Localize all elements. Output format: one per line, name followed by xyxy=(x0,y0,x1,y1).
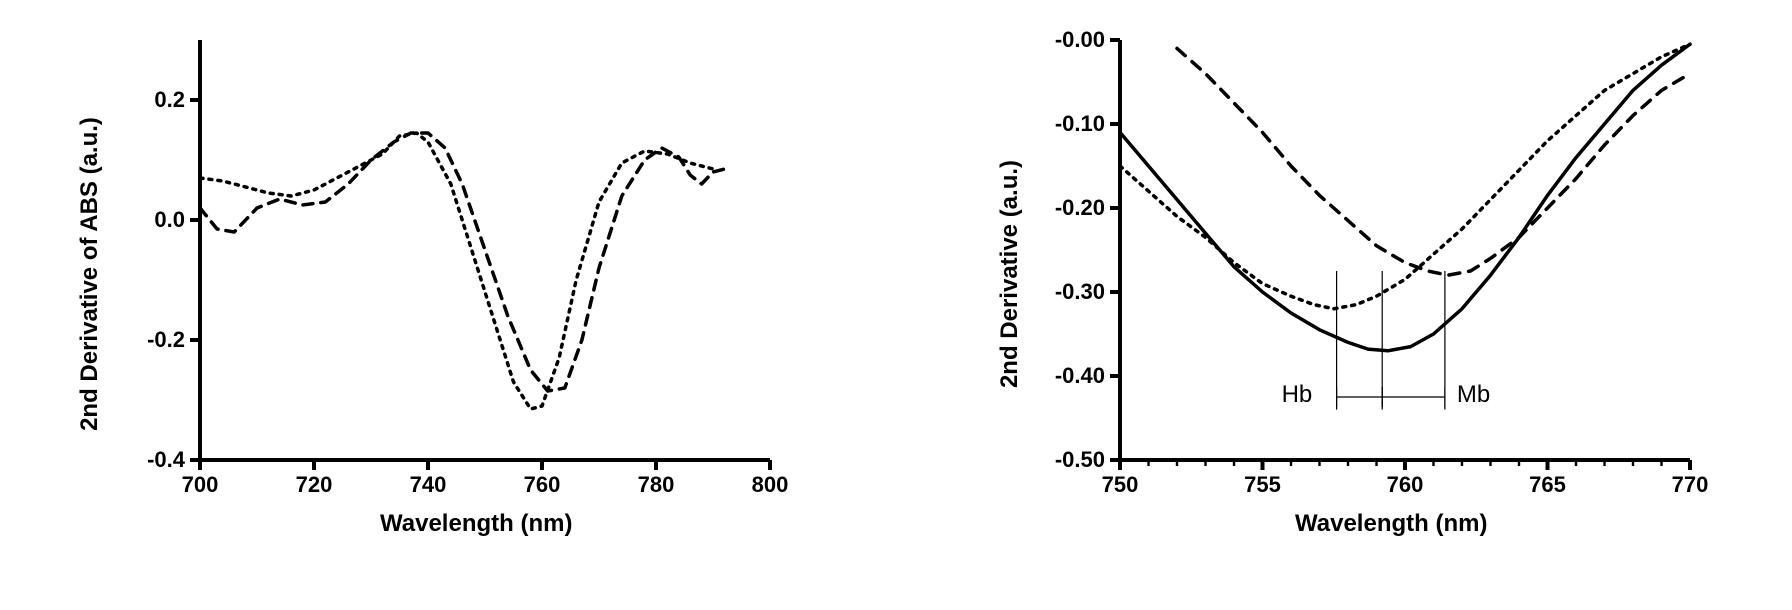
right-ytick-label: -0.20 xyxy=(1040,195,1105,221)
right-xlabel: Wavelength (nm) xyxy=(1295,510,1487,538)
mb-label: Mb xyxy=(1457,381,1490,409)
right-panel: 2nd Derivative (a.u.) 750 755 760 770 765 -0… xyxy=(960,10,1740,570)
left-xtick-label: 800 xyxy=(745,472,795,498)
left-xlabel: Wavelength (nm) xyxy=(380,510,572,538)
left-xtick-label: 700 xyxy=(175,472,225,498)
left-xtick-label: 740 xyxy=(403,472,453,498)
left-plot-area xyxy=(200,40,770,460)
left-ytick-label: 0.0 xyxy=(130,207,185,233)
right-xtick-label: 755 xyxy=(1238,472,1288,498)
right-svg xyxy=(1120,40,1730,500)
figure: 2nd Derivative of ABS (a.u.) 700 720 740 76… xyxy=(0,0,1792,610)
left-xtick-label: 780 xyxy=(631,472,681,498)
right-ytick-label: -0.00 xyxy=(1040,27,1105,53)
right-xtick-label: 770 xyxy=(1665,472,1715,498)
left-ylabel: 2nd Derivative of ABS (a.u.) xyxy=(76,74,104,474)
right-xtick-label: 750 xyxy=(1095,472,1145,498)
left-ytick-label: -0.4 xyxy=(130,447,185,473)
left-xtick-label: 760 xyxy=(517,472,567,498)
hb-label: Hb xyxy=(1282,381,1313,409)
right-xtick-label: 760 xyxy=(1380,472,1430,498)
right-ytick-label: -0.50 xyxy=(1040,447,1105,473)
left-ytick-label: -0.2 xyxy=(130,327,185,353)
left-svg xyxy=(200,40,810,500)
right-plot-area xyxy=(1120,40,1690,460)
right-ytick-label: -0.10 xyxy=(1040,111,1105,137)
left-panel: 2nd Derivative of ABS (a.u.) 700 720 740 76… xyxy=(60,10,840,570)
left-xtick-label: 720 xyxy=(289,472,339,498)
right-ylabel: 2nd Derivative (a.u.) xyxy=(996,104,1024,444)
right-ytick-label: -0.30 xyxy=(1040,279,1105,305)
right-xtick-label: 765 xyxy=(1523,472,1573,498)
right-ytick-label: -0.40 xyxy=(1040,363,1105,389)
left-ytick-label: 0.2 xyxy=(130,87,185,113)
